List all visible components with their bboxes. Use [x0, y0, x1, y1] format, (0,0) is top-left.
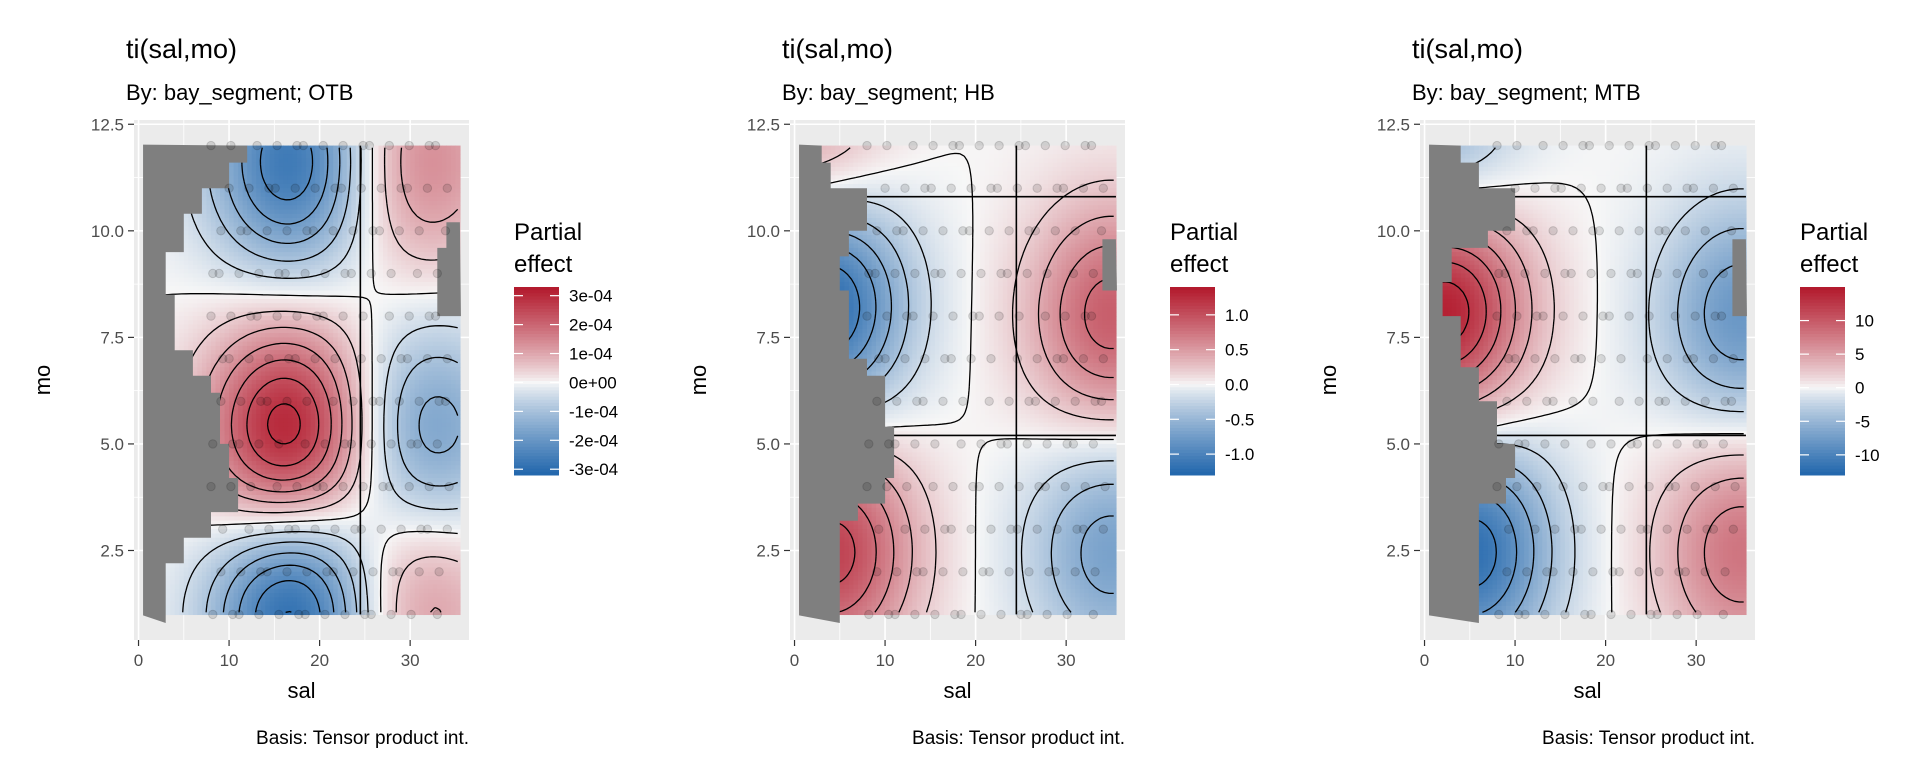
x-axis-label: sal [943, 678, 971, 703]
legend-label: -1.0 [1225, 445, 1254, 464]
chart-subtitle: By: bay_segment; MTB [1412, 80, 1641, 105]
y-tick-label: 12.5 [91, 115, 124, 134]
x-tick-label: 0 [134, 651, 143, 670]
legend-label: 10 [1855, 312, 1874, 331]
legend-label: -2e-04 [569, 431, 618, 450]
legend-title: Partial [1800, 219, 1868, 246]
chart-subtitle: By: bay_segment; HB [782, 80, 995, 105]
legend-title: effect [1170, 251, 1229, 278]
y-tick-label: 7.5 [1386, 328, 1410, 347]
x-tick-label: 20 [1596, 651, 1615, 670]
legend-colorbar [1170, 287, 1215, 476]
y-axis-label: mo [686, 365, 711, 396]
data-exclusion-mask-right [1102, 239, 1117, 290]
x-tick-label: 30 [401, 651, 420, 670]
y-tick-label: 2.5 [756, 541, 780, 560]
legend-title: Partial [1170, 219, 1238, 246]
y-tick-label: 2.5 [1386, 541, 1410, 560]
legend-colorbar [514, 287, 559, 476]
x-tick-label: 20 [966, 651, 985, 670]
legend-label: -0.5 [1225, 410, 1254, 429]
legend-colorbar [1800, 287, 1845, 476]
chart-title: ti(sal,mo) [1412, 34, 1523, 64]
chart-title: ti(sal,mo) [126, 34, 237, 64]
y-axis-label: mo [1316, 365, 1341, 396]
y-tick-label: 5.0 [1386, 435, 1410, 454]
chart-caption: Basis: Tensor product int. [256, 728, 469, 749]
legend-label: 0e+00 [569, 373, 617, 392]
chart-subtitle: By: bay_segment; OTB [126, 80, 353, 105]
y-tick-label: 7.5 [756, 328, 780, 347]
chart-caption: Basis: Tensor product int. [912, 728, 1125, 749]
legend-label: -3e-04 [569, 460, 618, 479]
legend-label: 0.5 [1225, 341, 1249, 360]
legend-label: 5 [1855, 345, 1864, 364]
legend-label: 1.0 [1225, 306, 1249, 325]
y-tick-label: 12.5 [747, 115, 780, 134]
y-tick-label: 2.5 [100, 541, 124, 560]
chart-title: ti(sal,mo) [782, 34, 893, 64]
legend-label: 3e-04 [569, 287, 612, 306]
legend-label: -1e-04 [569, 402, 618, 421]
legend: Partial effect 1.0 0.5 0.0 -0.5 -1.0 [1170, 219, 1254, 476]
y-axis-label: mo [30, 365, 55, 396]
y-tick-label: 10.0 [747, 222, 780, 241]
legend-title: effect [1800, 251, 1859, 278]
legend: Partial effect 10 5 0 -5 -10 [1800, 219, 1880, 476]
legend-title: effect [514, 251, 573, 278]
legend-label: 0 [1855, 379, 1864, 398]
x-tick-label: 0 [790, 651, 799, 670]
y-tick-label: 10.0 [1377, 222, 1410, 241]
x-tick-label: 10 [876, 651, 895, 670]
legend-label: 2e-04 [569, 316, 612, 335]
x-tick-label: 10 [220, 651, 239, 670]
x-axis-label: sal [287, 678, 315, 703]
y-tick-label: 5.0 [100, 435, 124, 454]
legend-label: -10 [1855, 446, 1880, 465]
legend-label: 1e-04 [569, 345, 612, 364]
x-tick-label: 30 [1057, 651, 1076, 670]
chart-panel-2: ti(sal,mo) By: bay_segment; HB Basis: Tens… [686, 34, 1254, 749]
legend-label: -5 [1855, 412, 1870, 431]
x-tick-label: 30 [1687, 651, 1706, 670]
x-tick-label: 20 [310, 651, 329, 670]
y-tick-label: 7.5 [100, 328, 124, 347]
legend: Partial effect 3e-04 2e-04 1e-04 0e+00 -1e-04 -… [514, 219, 618, 479]
chart-panel-1: ti(sal,mo) By: bay_segment; OTB Basis: Ten… [30, 34, 618, 749]
chart-panel-3: ti(sal,mo) By: bay_segment; MTB Basis: Ten… [1316, 34, 1880, 749]
legend-label: 0.0 [1225, 375, 1249, 394]
y-tick-label: 12.5 [1377, 115, 1410, 134]
y-tick-label: 10.0 [91, 222, 124, 241]
x-tick-label: 0 [1420, 651, 1429, 670]
data-exclusion-mask-right [1732, 239, 1747, 316]
legend-title: Partial [514, 219, 582, 246]
x-axis-label: sal [1573, 678, 1601, 703]
y-tick-label: 5.0 [756, 435, 780, 454]
chart-caption: Basis: Tensor product int. [1542, 728, 1755, 749]
x-tick-label: 10 [1506, 651, 1525, 670]
